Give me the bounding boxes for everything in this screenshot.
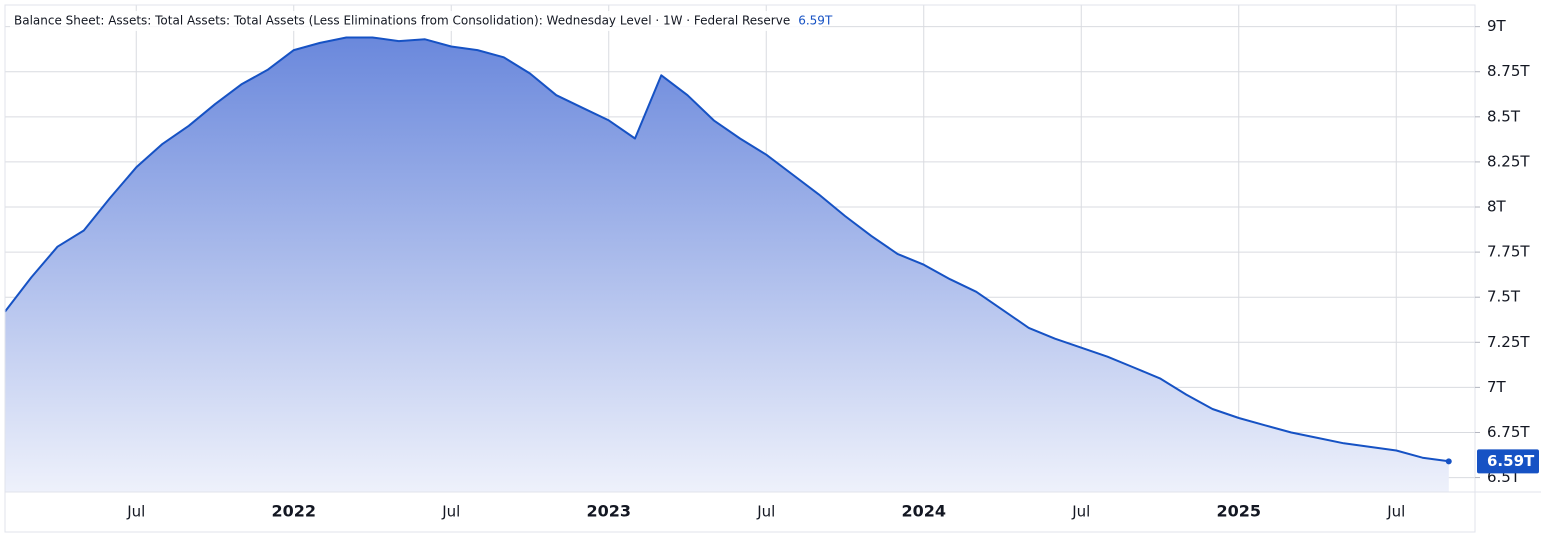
x-tick-label: Jul bbox=[756, 503, 775, 521]
y-tick-label: 8.75T bbox=[1487, 62, 1530, 80]
x-tick-label: 2024 bbox=[901, 502, 946, 521]
y-tick-label: 9T bbox=[1487, 17, 1507, 35]
y-tick-label: 7.25T bbox=[1487, 333, 1530, 351]
y-tick-label: 7.75T bbox=[1487, 243, 1530, 261]
series bbox=[4, 36, 1452, 492]
last-value-badge bbox=[1477, 449, 1539, 474]
x-tick-label: 2022 bbox=[271, 502, 316, 521]
x-tick-label: Jul bbox=[1071, 503, 1090, 521]
last-point bbox=[1445, 458, 1452, 465]
y-tick-label: 8.5T bbox=[1487, 107, 1521, 125]
legend-last-value: 6.59T bbox=[798, 14, 833, 28]
area-fill bbox=[5, 37, 1449, 492]
x-tick-label: Jul bbox=[126, 503, 145, 521]
line bbox=[4, 36, 1449, 463]
x-tick-label: Jul bbox=[441, 503, 460, 521]
x-tick-label: 2023 bbox=[586, 502, 631, 521]
axes: 6.5T6.75T7T7.25T7.5T7.75T8T8.25T8.5T8.75… bbox=[126, 17, 1539, 521]
last-value-label: 6.59T bbox=[1487, 452, 1535, 470]
chart-title: Balance Sheet: Assets: Total Assets: Tot… bbox=[14, 14, 790, 28]
legend-bg bbox=[10, 11, 822, 31]
x-tick-label: 2025 bbox=[1216, 502, 1261, 521]
y-tick-label: 7.5T bbox=[1487, 288, 1521, 306]
y-tick-label: 8T bbox=[1487, 198, 1507, 216]
y-tick-label: 6.75T bbox=[1487, 423, 1530, 441]
y-tick-label: 8.25T bbox=[1487, 152, 1530, 170]
y-tick-label: 7T bbox=[1487, 378, 1507, 396]
x-tick-label: Jul bbox=[1386, 503, 1405, 521]
